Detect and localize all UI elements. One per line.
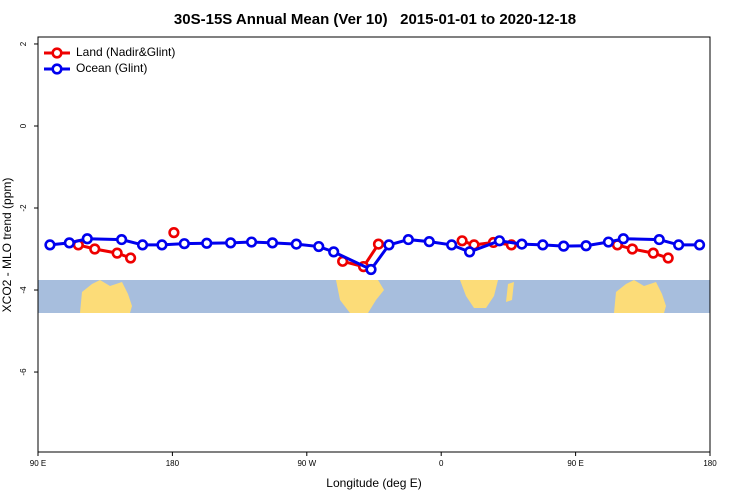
point [201, 237, 213, 249]
point [156, 239, 168, 251]
point [245, 236, 258, 248]
point [402, 233, 414, 246]
point [266, 237, 279, 249]
point [63, 237, 75, 249]
point [290, 238, 302, 250]
y-tick-label: -2 [19, 204, 28, 212]
y-tick-label: 2 [19, 41, 28, 46]
point [602, 236, 615, 248]
chart-title: 30S-15S Annual Mean (Ver 10) 2015-01-01 … [174, 11, 576, 28]
point [44, 239, 56, 251]
point [647, 247, 659, 259]
y-tick-label: 0 [19, 123, 28, 128]
point [383, 239, 395, 251]
point [178, 238, 190, 250]
y-tick-label: -6 [19, 368, 28, 376]
x-tick-label: 0 [439, 459, 444, 468]
point [89, 243, 101, 255]
map-background [38, 280, 710, 313]
point [168, 227, 180, 239]
point [372, 238, 385, 250]
point [446, 239, 458, 251]
x-tick-label: 90 W [297, 459, 316, 468]
legend-marker [51, 63, 63, 75]
point [558, 240, 570, 252]
point [136, 239, 149, 251]
point [653, 233, 665, 246]
point [225, 237, 237, 249]
point [124, 252, 137, 264]
legend-label: Ocean (Glint) [76, 61, 147, 75]
point [423, 236, 435, 248]
point [493, 235, 506, 247]
point [111, 247, 123, 259]
x-axis-label: Longitude (deg E) [326, 476, 421, 490]
point [537, 239, 549, 251]
y-axis-label: XCO2 - MLO trend (ppm) [0, 178, 14, 313]
point [463, 246, 476, 258]
point [516, 238, 528, 250]
plot-frame [37, 36, 711, 453]
point [328, 246, 340, 258]
point [617, 233, 629, 245]
point [81, 233, 93, 245]
x-tick-label: 180 [166, 459, 180, 468]
point [116, 233, 128, 246]
point [580, 240, 592, 252]
x-tick-label: 180 [703, 459, 717, 468]
point [365, 263, 377, 276]
x-tick-label: 90 E [567, 459, 583, 468]
x-tick-label: 90 E [30, 459, 46, 468]
point [673, 239, 685, 251]
point [693, 239, 706, 251]
point [662, 252, 674, 264]
point [626, 243, 638, 255]
legend-label: Land (Nadir&Glint) [76, 45, 175, 59]
legend-marker [51, 47, 63, 59]
y-tick-label: -4 [19, 286, 28, 294]
point [313, 240, 325, 253]
point [456, 235, 468, 247]
